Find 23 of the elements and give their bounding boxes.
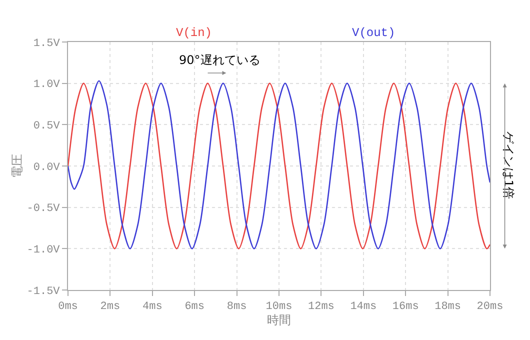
y-tick-label: 0.5V bbox=[33, 120, 60, 133]
x-tick-label: 18ms bbox=[434, 301, 462, 314]
y-tick-label: 1.5V bbox=[33, 38, 60, 50]
x-tick-label: 8ms bbox=[226, 301, 247, 314]
y-tick-label: -0.5V bbox=[26, 203, 60, 216]
y-tick-label: 1.0V bbox=[33, 79, 60, 92]
x-axis-title: 時間 bbox=[267, 313, 291, 328]
text: V(out) bbox=[352, 26, 396, 40]
y-tick-label: 0.0V bbox=[33, 162, 60, 174]
x-tick-label: 6ms bbox=[184, 301, 205, 314]
y-axis-title: 電圧 bbox=[10, 154, 24, 178]
x-tick-label: 12ms bbox=[308, 301, 334, 314]
x-tick-label: 4ms bbox=[142, 301, 162, 314]
x-tick-label: 10ms bbox=[266, 301, 292, 314]
x-tick-label: 2ms bbox=[100, 301, 120, 314]
y-tick-label: -1.0V bbox=[26, 244, 60, 257]
y-tick-label: -1.5V bbox=[26, 286, 60, 298]
annotation: 90°遅れている bbox=[179, 53, 260, 67]
text: V(in) bbox=[176, 26, 212, 40]
x-tick-label: 20ms bbox=[476, 301, 504, 314]
x-tick-label: 16ms bbox=[392, 301, 419, 314]
x-tick-label: 14ms bbox=[350, 301, 377, 314]
x-tick-label: 0ms bbox=[58, 301, 78, 314]
